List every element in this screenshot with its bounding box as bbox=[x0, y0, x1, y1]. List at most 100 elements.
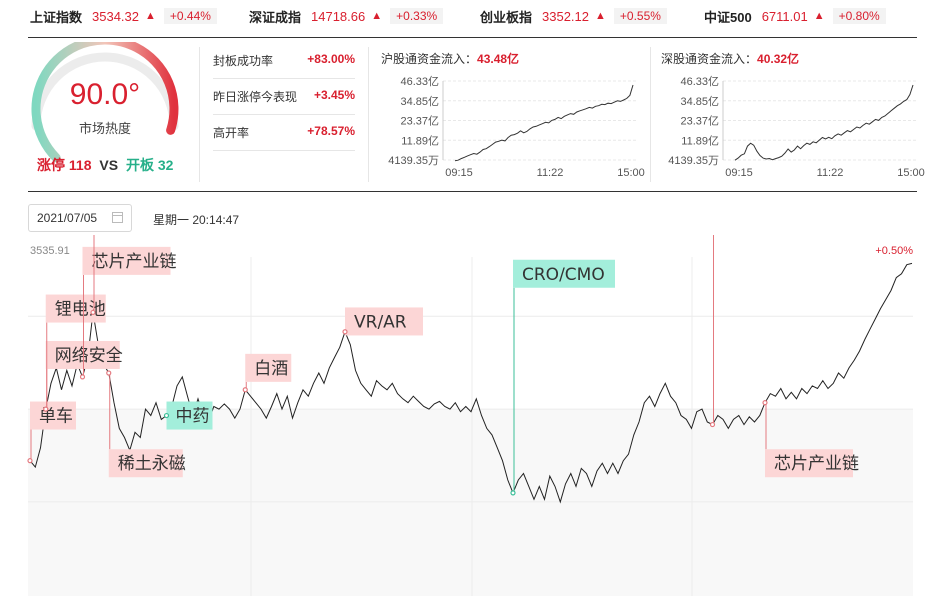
divider bbox=[368, 47, 369, 182]
flow-y-tick: 46.33亿 bbox=[680, 75, 719, 88]
flow-y-tick: 4139.35万 bbox=[668, 155, 719, 167]
up-arrow-icon: ▲ bbox=[145, 10, 156, 22]
vs-label: VS bbox=[99, 157, 119, 173]
theme-annotation[interactable]: VR/AR bbox=[342, 307, 423, 336]
theme-annotation[interactable]: 芯片产业链 bbox=[79, 246, 177, 380]
flow-chart-sh: 46.33亿 34.85亿 23.37亿 11.89亿 4139.35万 09:15 11:… bbox=[377, 48, 647, 183]
annotation-label: CRO/CMO bbox=[522, 265, 605, 285]
annotation-label: 芯片产业链 bbox=[92, 252, 177, 272]
ticker-value: 3534.32 bbox=[92, 8, 140, 24]
theme-annotation[interactable]: 中药 bbox=[163, 401, 213, 430]
ticker-change: +0.33% bbox=[390, 8, 444, 24]
flow-y-tick: 23.37亿 bbox=[680, 115, 719, 128]
flow-title: 深股通资金流入：40.32亿 bbox=[661, 50, 799, 67]
ticker-name: 中证500 bbox=[704, 9, 752, 25]
limit-up-label: 涨停 bbox=[37, 157, 65, 173]
heat-gauge bbox=[31, 42, 179, 163]
flow-title-label: 深股通资金流入： bbox=[661, 52, 758, 66]
theme-annotation[interactable]: 网络安全 bbox=[43, 340, 123, 412]
heat-label: 市场热度 bbox=[78, 121, 131, 136]
flow-y-tick: 11.89亿 bbox=[681, 134, 719, 147]
index-ticker-bar: 上证指数 3534.32 ▲ +0.44% 深证成指 14718.66 ▲ +0… bbox=[0, 0, 941, 30]
gauge-track bbox=[31, 52, 179, 131]
annotation-dot bbox=[90, 309, 96, 316]
up-arrow-icon: ▲ bbox=[595, 10, 606, 22]
flow-amount: 43.48亿 bbox=[477, 52, 520, 66]
ticker-sh[interactable]: 上证指数 3534.32 ▲ +0.44% bbox=[30, 6, 217, 26]
stat-value: +3.45% bbox=[313, 88, 355, 102]
ticker-name: 深证成指 bbox=[249, 9, 302, 25]
ticker-name: 上证指数 bbox=[30, 9, 83, 25]
ticker-cyb[interactable]: 创业板指 3352.12 ▲ +0.55% bbox=[480, 6, 667, 26]
annotation-dot bbox=[79, 374, 86, 380]
ticker-sz[interactable]: 深证成指 14718.66 ▲ +0.33% bbox=[249, 6, 444, 26]
annotation-dot bbox=[43, 406, 49, 412]
flow-y-tick: 4139.35万 bbox=[388, 155, 439, 167]
divider bbox=[650, 47, 651, 182]
up-arrow-icon: ▲ bbox=[371, 10, 383, 22]
flow-title: 沪股通资金流入：43.48亿 bbox=[381, 50, 519, 67]
theme-annotation[interactable]: 白酒 bbox=[242, 353, 292, 393]
intraday-theme-chart: 3535.91+0.50%单车网络安全锂电池芯片产业链盐湖提锂稀土永磁中药白酒V… bbox=[27, 235, 913, 596]
annotation-box bbox=[108, 449, 183, 478]
annotation-label: VR/AR bbox=[354, 312, 407, 332]
flow-y-tick: 46.33亿 bbox=[400, 75, 439, 88]
annotation-dot bbox=[342, 329, 348, 335]
flow-title-label: 沪股通资金流入： bbox=[381, 52, 478, 66]
flow-y-tick: 34.85亿 bbox=[400, 95, 439, 108]
annotation-box bbox=[166, 401, 213, 430]
theme-annotation[interactable]: 单车 bbox=[27, 401, 76, 464]
ticker-change: +0.44% bbox=[163, 8, 217, 24]
annotation-label: 白酒 bbox=[254, 359, 288, 379]
date-picker[interactable]: 2021/07/05 bbox=[28, 204, 132, 232]
ticker-value: 14718.66 bbox=[311, 8, 366, 24]
flow-amount: 40.32亿 bbox=[757, 52, 800, 66]
lower-band bbox=[28, 409, 913, 596]
stat-yesterday-limit-up: 昨日涨停今表现 +3.45% bbox=[213, 78, 355, 115]
annotation-dot bbox=[163, 412, 170, 419]
theme-annotation[interactable]: 锂电池 bbox=[43, 294, 106, 412]
theme-annotation[interactable]: 稀土永磁 bbox=[106, 370, 186, 478]
flow-x-tick: 11:22 bbox=[537, 167, 564, 179]
broken-count: 32 bbox=[157, 157, 174, 173]
top-left-label: 3535.91 bbox=[30, 245, 70, 257]
flow-chart-svg: 46.33亿 34.85亿 23.37亿 11.89亿 4139.35万 09:15 11:… bbox=[388, 75, 645, 179]
stat-high-open-rate: 高开率 +78.57% bbox=[213, 114, 355, 151]
divider bbox=[28, 37, 917, 38]
theme-annotation[interactable]: 芯片产业链 bbox=[762, 400, 859, 478]
theme-annotation[interactable]: 锂电池 bbox=[709, 235, 773, 428]
flow-chart-svg: 46.33亿 34.85亿 23.37亿 11.89亿 4139.35万 09:15 11:… bbox=[668, 75, 925, 179]
annotation-label: 锂电池 bbox=[55, 300, 106, 320]
stat-label: 高开率 bbox=[213, 126, 250, 140]
theme-annotation[interactable]: 盐湖提锂 bbox=[90, 235, 170, 316]
theme-annotation[interactable]: CRO/CMO bbox=[510, 259, 615, 496]
gauge-fill bbox=[31, 42, 179, 163]
flow-line bbox=[454, 84, 634, 162]
divider bbox=[28, 191, 917, 192]
top-right-label: +0.50% bbox=[875, 245, 913, 257]
annotation-dot bbox=[762, 400, 768, 406]
ticker-zz500[interactable]: 中证500 6711.01 ▲ +0.80% bbox=[704, 6, 886, 26]
annotation-box bbox=[245, 353, 292, 382]
ticker-value: 3352.12 bbox=[542, 8, 590, 24]
stat-value: +78.57% bbox=[307, 124, 355, 138]
annotation-dot bbox=[510, 490, 516, 496]
date-value: 2021/07/05 bbox=[37, 211, 98, 225]
annotation-label: 稀土永磁 bbox=[118, 454, 186, 474]
annotation-label: 网络安全 bbox=[55, 346, 123, 366]
flow-x-tick: 09:15 bbox=[445, 167, 473, 179]
flow-x-tick: 15:00 bbox=[617, 167, 645, 179]
stat-seal-rate: 封板成功率 +83.00% bbox=[213, 42, 355, 79]
ticker-value: 6711.01 bbox=[761, 8, 808, 24]
divider bbox=[199, 47, 200, 182]
ticker-name: 创业板指 bbox=[480, 9, 533, 25]
annotation-label: 芯片产业链 bbox=[774, 454, 859, 474]
heat-value: 90.0° bbox=[69, 78, 141, 111]
annotation-box bbox=[82, 246, 171, 275]
flow-y-tick: 34.85亿 bbox=[680, 95, 719, 108]
limit-up-count: 118 bbox=[68, 157, 92, 173]
stat-label: 昨日涨停今表现 bbox=[213, 90, 298, 104]
ticker-change: +0.80% bbox=[832, 8, 886, 24]
broken-label: 开板 bbox=[125, 157, 154, 173]
annotation-dot bbox=[242, 387, 248, 393]
